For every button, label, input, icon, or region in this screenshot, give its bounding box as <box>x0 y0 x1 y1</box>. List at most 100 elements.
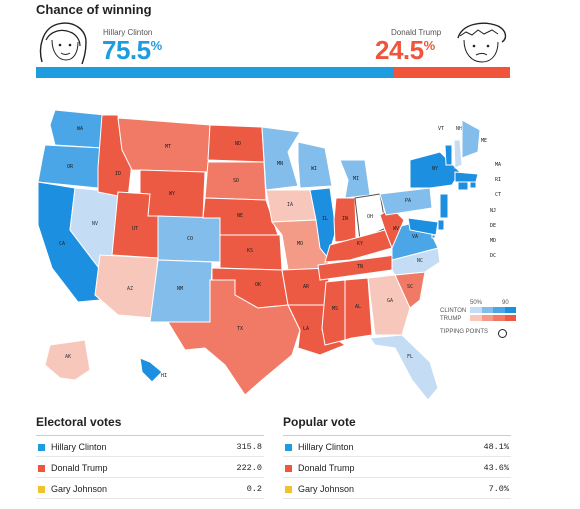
clinton-swatch <box>285 444 292 451</box>
state-tx <box>167 279 301 396</box>
popular-value: 48.1% <box>483 442 509 452</box>
state-ri <box>469 181 477 189</box>
state-label-wi: WI <box>311 166 317 172</box>
state-label-mn: MN <box>277 161 283 167</box>
state-label-or: OR <box>67 164 74 170</box>
legend-pct-50: 50% <box>470 300 483 306</box>
state-nj <box>439 193 449 219</box>
candidate-name: Gary Johnson <box>51 484 108 494</box>
johnson-swatch <box>285 486 292 493</box>
state-label-co: CO <box>187 236 193 242</box>
state-al <box>344 277 373 341</box>
state-label-az: AZ <box>127 286 133 292</box>
trump-portrait <box>457 22 507 63</box>
legend-clinton-ramp <box>470 307 516 313</box>
state-label-ca: CA <box>59 241 65 247</box>
popular-vote-table: Popular vote Hillary Clinton 48.1% Donal… <box>283 415 511 499</box>
state-label-ks: KS <box>247 248 253 254</box>
legend-trump-ramp <box>470 315 516 321</box>
state-label-ct: CT <box>495 192 501 198</box>
electoral-value: 222.0 <box>236 463 262 473</box>
state-label-oh: OH <box>367 214 373 220</box>
state-label-ma: MA <box>495 162 501 168</box>
probability-bar <box>36 67 510 78</box>
state-vt <box>444 144 453 166</box>
state-label-ny: NY <box>432 166 438 172</box>
state-label-sc: SC <box>407 284 413 290</box>
candidate-name: Donald Trump <box>298 463 355 473</box>
state-label-tn: TN <box>357 264 363 270</box>
clinton-probability: 75.5% <box>102 35 162 65</box>
state-label-mo: MO <box>297 241 303 247</box>
state-label-la: LA <box>303 326 309 332</box>
page-title: Chance of winning <box>36 2 152 17</box>
state-label-ok: OK <box>255 282 261 288</box>
state-az <box>94 254 159 319</box>
trump-swatch <box>38 465 45 472</box>
state-label-ky: KY <box>357 241 363 247</box>
electoral-value: 315.8 <box>236 442 262 452</box>
state-ga <box>367 274 411 336</box>
popular-vote-title: Popular vote <box>283 415 511 436</box>
state-label-de: DE <box>490 223 496 229</box>
tipping-point-icon <box>498 329 507 338</box>
state-mi <box>339 159 371 199</box>
state-nh <box>453 139 463 169</box>
state-label-nm: NM <box>177 286 183 292</box>
state-mn <box>261 126 301 191</box>
state-label-fl: FL <box>407 354 413 360</box>
state-label-wa: WA <box>77 126 83 132</box>
johnson-swatch <box>38 486 45 493</box>
state-label-me: ME <box>481 138 487 144</box>
electoral-votes-title: Electoral votes <box>36 415 264 436</box>
trump-name: Donald Trump <box>391 28 442 37</box>
popular-value: 43.6% <box>483 463 509 473</box>
state-label-nc: NC <box>417 258 423 264</box>
state-label-in: IN <box>342 216 348 222</box>
state-label-tx: TX <box>237 326 243 332</box>
state-label-ri: RI <box>495 177 501 183</box>
state-label-nj: NJ <box>490 208 496 214</box>
state-label-dc: DC <box>490 253 496 259</box>
state-ky <box>324 229 393 263</box>
state-label-al: AL <box>355 304 361 310</box>
candidate-name: Donald Trump <box>51 463 108 473</box>
state-label-pa: PA <box>405 198 411 204</box>
clinton-probability-fill <box>36 67 394 78</box>
state-ak <box>44 339 91 381</box>
clinton-swatch <box>38 444 45 451</box>
state-label-il: IL <box>322 216 328 222</box>
state-label-md: MD <box>490 238 496 244</box>
state-label-nd: ND <box>235 141 241 147</box>
us-map: WA OR CA NV ID MT WY UT AZ CO NM ND SD NE KS OK TX MN IA MO… <box>37 109 501 401</box>
state-label-sd: SD <box>233 178 239 184</box>
legend-clinton-label: CLINTON <box>440 308 467 314</box>
candidate-name: Gary Johnson <box>298 484 355 494</box>
popular-value: 7.0% <box>488 484 509 494</box>
table-row: Gary Johnson 0.2 <box>36 478 264 499</box>
state-label-hi: HI <box>161 373 167 379</box>
state-hi <box>139 357 163 383</box>
table-row: Hillary Clinton 48.1% <box>283 436 511 457</box>
state-label-wv: WV <box>393 226 399 232</box>
state-label-ar: AR <box>303 284 310 290</box>
state-de <box>437 219 445 231</box>
electoral-value: 0.2 <box>246 484 262 494</box>
state-ct <box>457 181 469 191</box>
state-label-ak: AK <box>65 354 71 360</box>
legend-tipping-label: TIPPING POINTS <box>440 329 489 335</box>
state-label-ia: IA <box>287 202 293 208</box>
legend-trump-label: TRUMP <box>440 316 462 322</box>
state-label-mi: MI <box>353 176 359 182</box>
state-me <box>461 119 481 159</box>
candidate-name: Hillary Clinton <box>298 442 354 452</box>
electoral-votes-table: Electoral votes Hillary Clinton 315.8 Do… <box>36 415 264 499</box>
trump-swatch <box>285 465 292 472</box>
state-label-ga: GA <box>387 298 393 304</box>
state-wi <box>297 141 333 189</box>
clinton-name: Hillary Clinton <box>103 28 153 37</box>
state-or <box>37 144 103 189</box>
state-label-ne: NE <box>237 213 243 219</box>
state-label-id: ID <box>115 171 121 177</box>
state-fl <box>369 334 439 401</box>
